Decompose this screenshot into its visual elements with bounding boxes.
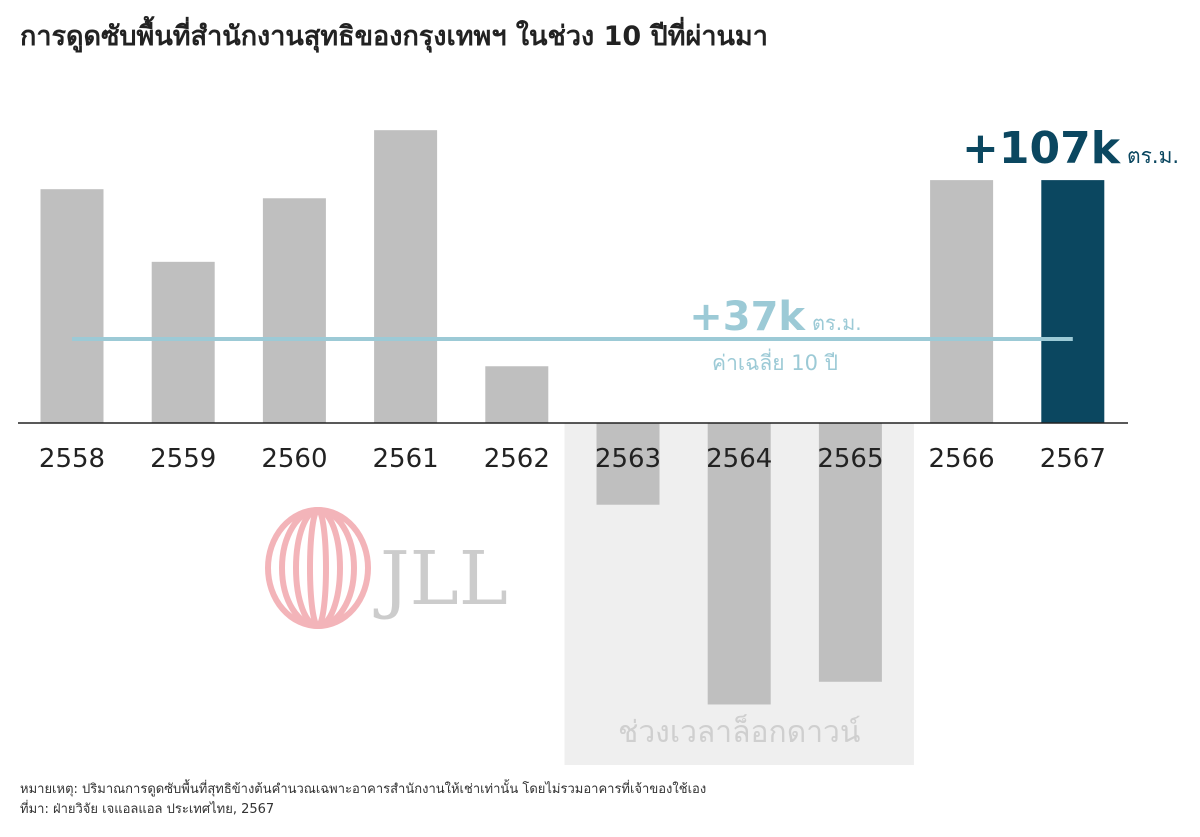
- x-tick-label: 2558: [39, 444, 105, 474]
- x-tick-label: 2561: [373, 444, 439, 474]
- jll-logo: JLL: [265, 507, 508, 629]
- x-tick-label: 2567: [1040, 444, 1106, 474]
- chart-title: การดูดซับพื้นที่สำนักงานสุทธิของกรุงเทพฯ…: [20, 21, 768, 52]
- logo-text: JLL: [373, 536, 508, 622]
- bar-2567: [1041, 180, 1105, 423]
- bar-2560: [262, 198, 326, 423]
- x-tick-label: 2560: [261, 444, 327, 474]
- average-value: +37k: [689, 294, 806, 340]
- average-unit: ตร.ม.: [812, 311, 862, 335]
- source-note: ที่มา: ฝ่ายวิจัย เจแอลแอล ประเทศไทย, 256…: [20, 802, 275, 817]
- x-tick-label: 2559: [150, 444, 216, 474]
- bar-2565: [818, 423, 882, 682]
- bar-2559: [151, 261, 215, 423]
- x-tick-label: 2564: [706, 444, 772, 474]
- highlight-unit: ตร.ม.: [1127, 144, 1179, 168]
- bar-2563: [596, 423, 660, 505]
- highlight-value: +107k: [962, 123, 1122, 174]
- x-tick-label: 2566: [929, 444, 995, 474]
- bar-2561: [374, 130, 438, 424]
- footnote: หมายเหตุ: ปริมาณการดูดซับพื้นที่สุทธิข้า…: [20, 782, 707, 797]
- x-tick-label: 2565: [817, 444, 883, 474]
- bar-2562: [485, 366, 549, 423]
- x-tick-label: 2562: [484, 444, 550, 474]
- average-caption: ค่าเฉลี่ย 10 ปี: [712, 348, 838, 375]
- bar-2558: [40, 189, 104, 423]
- lockdown-label: ช่วงเวลาล็อกดาวน์: [618, 713, 860, 750]
- bar-2566: [930, 180, 994, 423]
- x-tick-label: 2563: [595, 444, 661, 474]
- bar-2564: [707, 423, 771, 705]
